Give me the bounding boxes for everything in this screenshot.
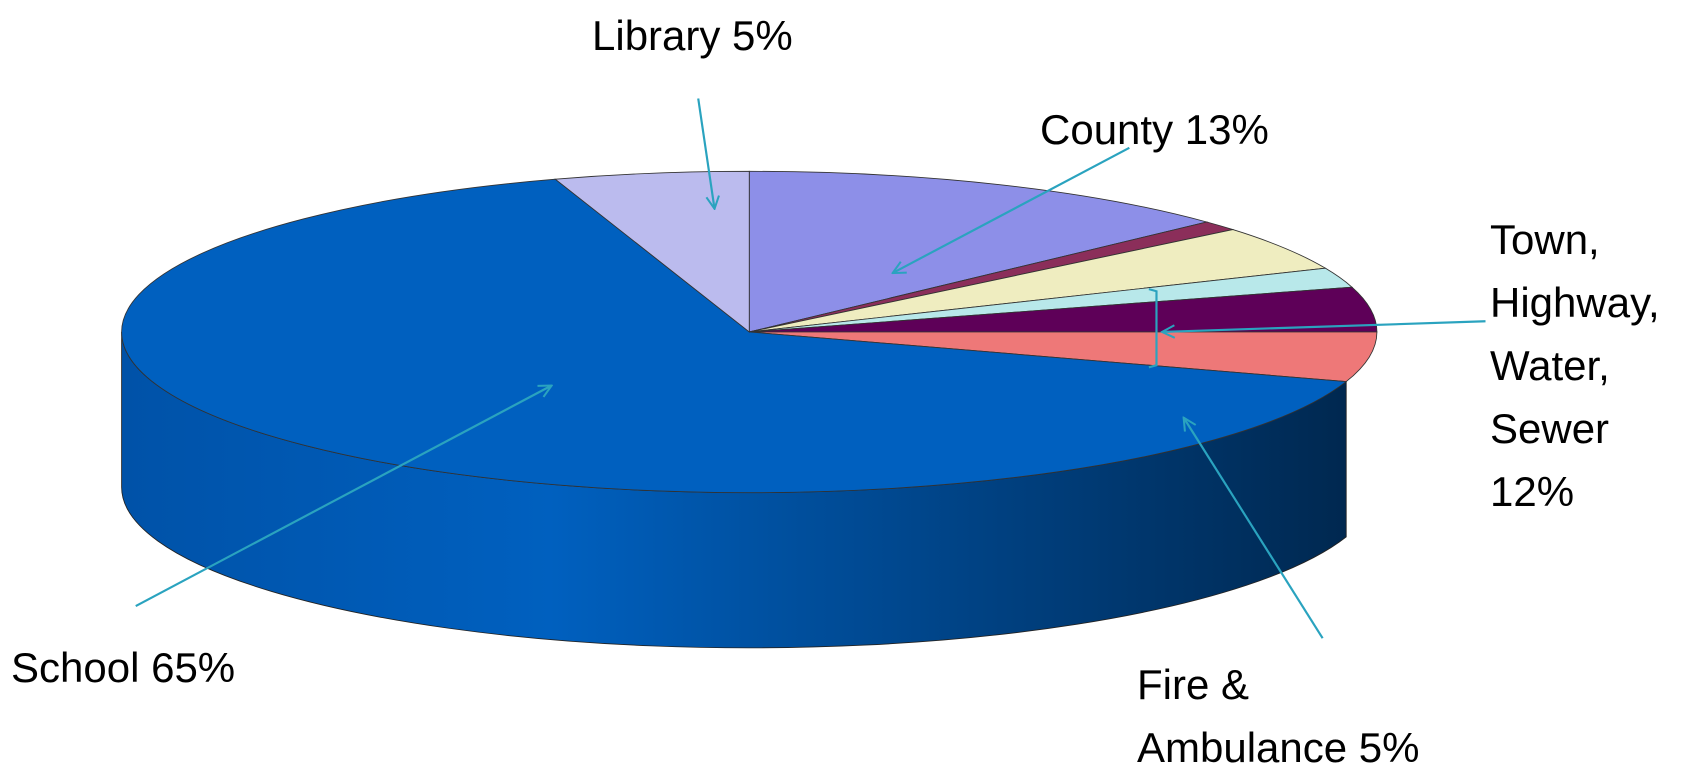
group-label: Town, Highway, Water, Sewer 12% xyxy=(1490,216,1660,515)
leader-line xyxy=(893,146,1130,273)
slice xyxy=(749,229,1327,333)
leader-line xyxy=(1162,320,1486,332)
bracket xyxy=(1148,288,1158,369)
slice-label: Library 5% xyxy=(592,12,793,59)
leader-lines xyxy=(135,98,1486,639)
slice xyxy=(749,286,1378,333)
slice xyxy=(749,331,1378,383)
slice-label: Fire & Ambulance 5% xyxy=(1137,661,1420,771)
slice xyxy=(748,170,1209,333)
leader-line xyxy=(135,386,552,608)
pie-tops xyxy=(121,170,1378,494)
slice-label: County 13% xyxy=(1040,106,1269,153)
leader-line xyxy=(697,98,714,209)
leader-line xyxy=(1184,418,1324,639)
slice xyxy=(121,178,1348,494)
slice xyxy=(554,170,750,333)
slice-label: School 65% xyxy=(11,644,236,691)
